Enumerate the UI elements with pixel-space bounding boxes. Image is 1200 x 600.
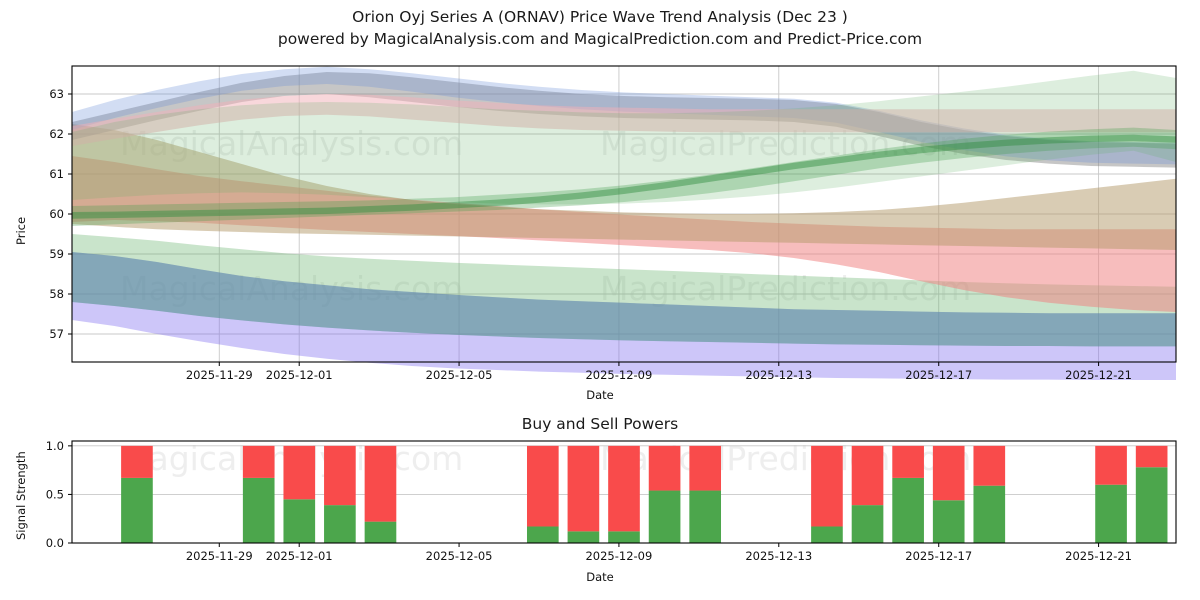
bar-sell-power — [689, 445, 722, 491]
bottom-chart-x-axis-label: Date — [586, 570, 614, 584]
band-green-wave-core — [72, 134, 1176, 219]
bar-sell-power — [851, 445, 884, 506]
bar-sell-power — [811, 445, 843, 527]
bottom-chart: MagicalAnalysis.comMagicalPrediction.com… — [46, 439, 1177, 563]
bar-sell-power — [608, 445, 640, 532]
bar-buy-power — [892, 477, 924, 543]
top-xtick-label: 2025-12-13 — [745, 368, 812, 382]
bottom-plot-frame — [71, 440, 1177, 544]
bar-sell-power — [932, 445, 965, 501]
bar-buy-power — [242, 477, 275, 543]
bar-buy-power — [689, 490, 722, 543]
bar-sell-power — [973, 445, 1006, 486]
band-blue-lower-band — [72, 252, 1176, 347]
bar-sell-power — [648, 445, 681, 491]
top-ytick-label: 62 — [49, 127, 64, 141]
top-ytick-label: 60 — [49, 207, 64, 221]
bar-sell-power — [121, 445, 153, 478]
band-green-wave-mid — [72, 127, 1176, 226]
bottom-ytick-label: 0.5 — [46, 487, 64, 501]
top-ytick-label: 63 — [49, 87, 64, 101]
band-gray-upper-band — [72, 72, 1176, 168]
bottom-xtick-label: 2025-12-09 — [585, 549, 652, 563]
top-xtick-label: 2025-12-09 — [585, 368, 652, 382]
bar-sell-power — [1135, 445, 1168, 468]
bar-buy-power — [364, 521, 397, 543]
bar-sell-power — [283, 445, 316, 500]
top-xtick-label: 2025-12-05 — [426, 368, 493, 382]
bar-buy-power — [851, 505, 884, 543]
bottom-ytick-label: 0.0 — [46, 536, 64, 550]
bar-buy-power — [973, 485, 1006, 543]
bar-sell-power — [242, 445, 275, 478]
bottom-xtick-label: 2025-12-05 — [426, 549, 493, 563]
bar-buy-power — [324, 505, 356, 543]
bar-sell-power — [324, 445, 356, 506]
lower-chart-title: Buy and Sell Powers — [521, 415, 679, 433]
bar-sell-power — [364, 445, 397, 522]
band-blue-upper-band — [72, 66, 1176, 165]
bar-buy-power — [526, 526, 559, 543]
top-xtick-label: 2025-12-21 — [1065, 368, 1132, 382]
top-chart: MagicalAnalysis.comMagicalAnalysis.comMa… — [49, 65, 1177, 382]
top-chart-x-axis-label: Date — [586, 388, 614, 402]
bottom-xtick-label: 2025-12-21 — [1065, 549, 1132, 563]
top-xtick-label: 2025-12-17 — [905, 368, 972, 382]
bar-buy-power — [932, 500, 965, 543]
top-xtick-label: 2025-11-29 — [186, 368, 253, 382]
page-title: Orion Oyj Series A (ORNAV) Price Wave Tr… — [352, 8, 848, 26]
bottom-xtick-label: 2025-11-29 — [186, 549, 253, 563]
bar-sell-power — [567, 445, 600, 532]
bar-sell-power — [526, 445, 559, 527]
bar-buy-power — [648, 490, 681, 543]
top-ytick-label: 61 — [49, 167, 64, 181]
bar-buy-power — [121, 477, 153, 543]
band-violet-lower-band — [72, 252, 1176, 380]
bar-buy-power — [608, 531, 640, 543]
bar-buy-power — [283, 499, 316, 543]
top-ytick-label: 57 — [49, 327, 64, 341]
bar-sell-power — [892, 445, 924, 478]
top-xtick-label: 2025-12-01 — [266, 368, 333, 382]
watermark-magicalanalysis: MagicalAnalysis.com — [120, 269, 463, 308]
band-green-wave-outer — [72, 70, 1176, 205]
bar-buy-power — [811, 526, 843, 543]
bar-buy-power — [1095, 484, 1127, 543]
page-subtitle: powered by MagicalAnalysis.com and Magic… — [277, 30, 923, 48]
bottom-xtick-label: 2025-12-13 — [745, 549, 812, 563]
band-pink-upper-band — [72, 94, 1176, 146]
bottom-xtick-label: 2025-12-01 — [266, 549, 333, 563]
band-green-lower-band — [72, 234, 1176, 347]
top-ytick-label: 58 — [49, 287, 64, 301]
bar-buy-power — [1135, 467, 1168, 543]
band-tan-mid-band — [72, 124, 1176, 250]
bar-sell-power — [1095, 445, 1127, 485]
bottom-ytick-label: 1.0 — [46, 439, 64, 453]
top-ytick-label: 59 — [49, 247, 64, 261]
bottom-xtick-label: 2025-12-17 — [905, 549, 972, 563]
bar-buy-power — [567, 531, 600, 543]
